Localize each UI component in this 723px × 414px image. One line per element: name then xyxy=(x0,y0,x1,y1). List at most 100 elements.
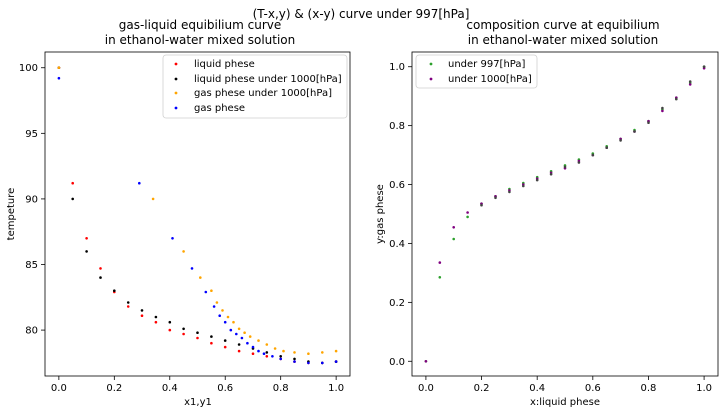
scatter-point xyxy=(237,343,241,346)
legend-label-gas-phese-1000: gas phese under 1000[hPa] xyxy=(194,88,332,99)
scatter-point xyxy=(282,349,285,353)
figure-suptitle: (T-x,y) & (x-y) curve under 997[hPa] xyxy=(253,7,470,21)
scatter-point xyxy=(99,267,102,270)
x-tick-label: 0.6 xyxy=(585,383,601,394)
chart-right-points xyxy=(424,65,706,363)
scatter-point xyxy=(265,355,269,358)
legend-marker-liquid-phese-1000 xyxy=(174,77,178,81)
scatter-point xyxy=(619,139,622,142)
chart-right: composition curve at equibilium in ethan… xyxy=(375,18,719,408)
scatter-point xyxy=(661,106,664,110)
y-tick-label: 80 xyxy=(25,326,38,337)
scatter-point xyxy=(71,181,74,185)
scatter-point xyxy=(246,341,249,345)
chart-left-points xyxy=(57,66,338,365)
scatter-point xyxy=(126,301,130,304)
scatter-point xyxy=(223,339,227,342)
scatter-point xyxy=(138,181,141,185)
scatter-point xyxy=(605,146,608,149)
scatter-point xyxy=(265,343,269,346)
scatter-point xyxy=(279,355,283,358)
scatter-point xyxy=(237,327,241,331)
scatter-point xyxy=(466,211,469,214)
scatter-point xyxy=(293,351,296,354)
scatter-point xyxy=(334,360,338,363)
scatter-point xyxy=(307,361,310,365)
scatter-point xyxy=(265,351,269,354)
scatter-point xyxy=(633,130,636,133)
scatter-point xyxy=(215,301,219,304)
scatter-point xyxy=(688,80,692,83)
scatter-point xyxy=(321,351,324,354)
scatter-point xyxy=(182,327,185,331)
chart-left-frame xyxy=(44,51,351,377)
scatter-point xyxy=(321,361,324,365)
scatter-point xyxy=(438,276,442,279)
chart-left-xlabel: x1,y1 xyxy=(184,397,212,408)
scatter-point xyxy=(218,314,221,318)
y-tick-label: 0.4 xyxy=(389,239,405,250)
scatter-point xyxy=(235,332,238,336)
chart-right-ticks: 0.0 0.2 0.4 0.6 0.8 1.0 0.0 0.2 0.4 0.6 0.8 1.0 xyxy=(389,62,712,394)
legend-label-under-1000: under 1000[hPa] xyxy=(448,74,532,85)
y-tick-label: 0.6 xyxy=(389,180,405,191)
scatter-point xyxy=(334,349,338,353)
scatter-point xyxy=(508,190,511,194)
y-tick-label: 1.0 xyxy=(389,62,405,73)
scatter-point xyxy=(212,305,216,308)
scatter-point xyxy=(71,197,74,201)
scatter-point xyxy=(466,215,469,219)
scatter-point xyxy=(257,349,260,353)
scatter-point xyxy=(424,360,428,363)
scatter-point xyxy=(182,250,185,253)
chart-left-ylabel: tempeture xyxy=(6,188,17,241)
scatter-point xyxy=(223,345,227,349)
scatter-point xyxy=(240,336,244,340)
scatter-point xyxy=(494,196,497,200)
chart-left-legend: liquid phese liquid phese under 1000[hPa… xyxy=(162,54,348,119)
scatter-point xyxy=(293,357,296,361)
chart-right-xlabel: x:liquid phese xyxy=(530,397,600,408)
scatter-point xyxy=(210,341,213,345)
scatter-point xyxy=(243,331,246,335)
scatter-point xyxy=(85,237,88,240)
scatter-point xyxy=(702,65,706,68)
scatter-point xyxy=(168,320,172,324)
x-tick-label: 0.6 xyxy=(217,383,233,394)
scatter-point xyxy=(307,352,310,356)
scatter-point xyxy=(210,289,213,293)
scatter-point xyxy=(57,76,61,80)
scatter-point xyxy=(452,237,456,241)
scatter-point xyxy=(273,347,277,350)
scatter-point xyxy=(223,320,227,324)
scatter-point xyxy=(196,336,199,340)
scatter-point xyxy=(85,250,88,253)
scatter-point xyxy=(675,97,678,101)
x-tick-label: 1.0 xyxy=(696,383,712,394)
scatter-point xyxy=(535,178,539,182)
legend-marker-under-1000 xyxy=(429,77,433,81)
legend-label-gas-phese: gas phese xyxy=(194,103,245,114)
scatter-point xyxy=(140,314,144,318)
x-tick-label: 0.8 xyxy=(273,383,289,394)
scatter-point xyxy=(140,309,144,312)
chart-left: gas-liquid equibilium curve in ethanol-w… xyxy=(6,18,351,408)
scatter-point xyxy=(226,315,230,319)
scatter-point xyxy=(232,320,235,324)
scatter-point xyxy=(591,153,595,157)
scatter-point xyxy=(248,335,252,338)
chart-left-ticks: 0.0 0.2 0.4 0.6 0.8 1.0 80 85 90 95 100 xyxy=(19,63,344,394)
scatter-point xyxy=(661,109,664,113)
scatter-point xyxy=(577,161,581,164)
legend-marker-under-997 xyxy=(429,62,433,66)
scatter-point xyxy=(452,226,456,229)
scatter-point xyxy=(522,184,525,188)
chart-right-title-line2: in ethanol-water mixed solution xyxy=(468,33,659,47)
scatter-point xyxy=(688,83,692,86)
scatter-point xyxy=(182,332,185,336)
scatter-point xyxy=(279,357,283,361)
scatter-point xyxy=(549,172,553,176)
scatter-point xyxy=(647,121,650,124)
legend-label-liquid-phese-1000: liquid phese under 1000[hPa] xyxy=(194,74,342,85)
